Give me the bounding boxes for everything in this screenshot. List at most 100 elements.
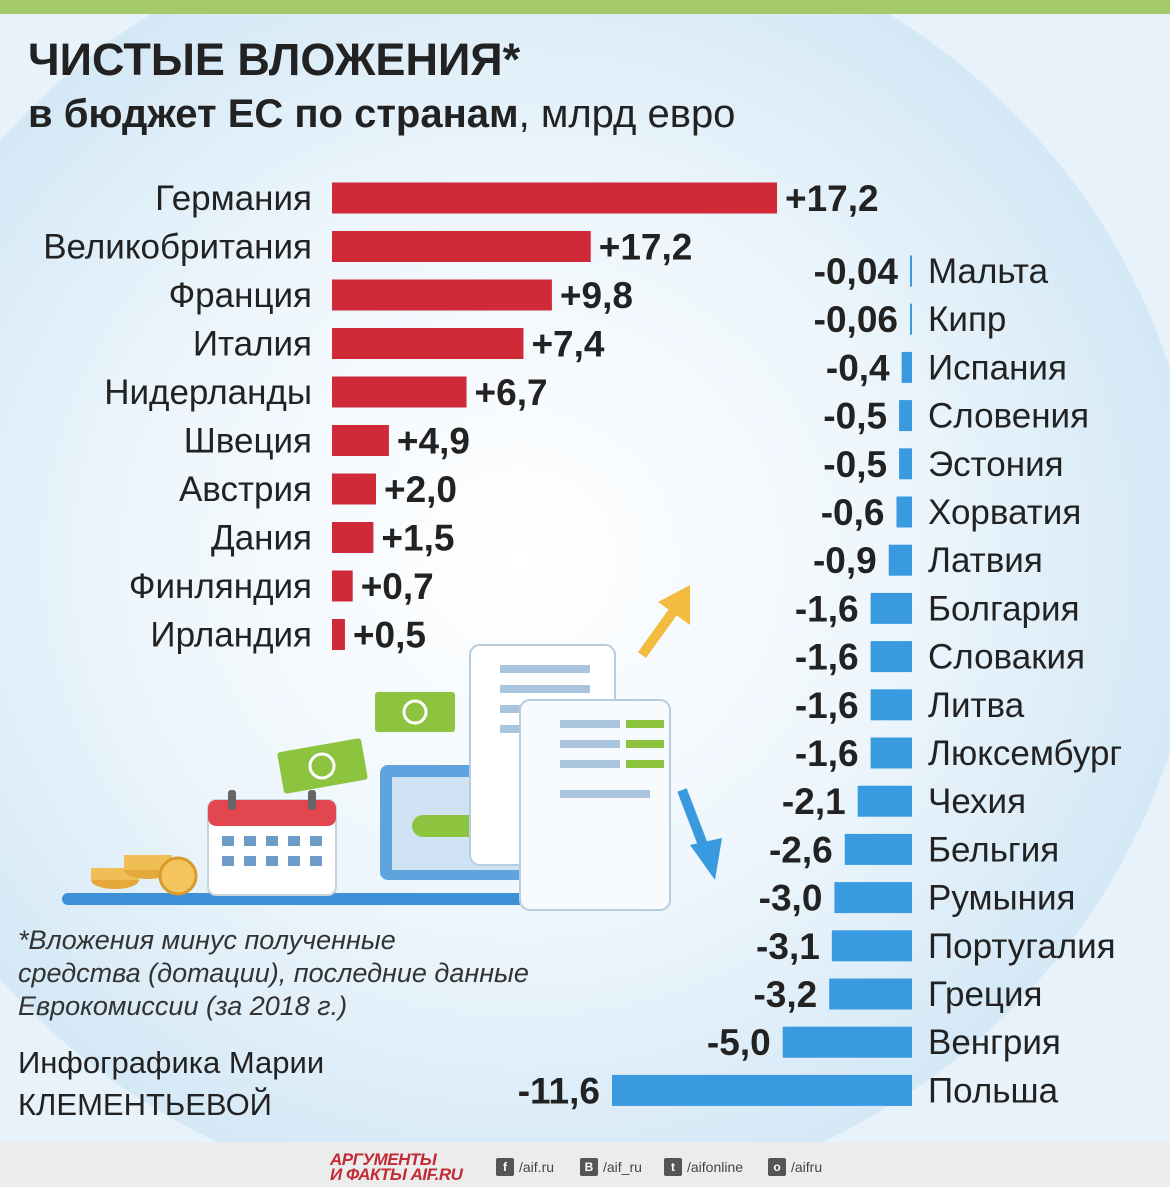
positive-country-label-7: Австрия [179, 470, 312, 509]
footnote: *Вложения минус полученные средства (дот… [18, 924, 658, 1023]
negative-bar-1 [910, 255, 912, 287]
arrow-up-icon [637, 585, 690, 658]
social-facebook[interactable]: f/aif.ru [496, 1158, 554, 1176]
negative-value-label-7: -0,9 [813, 540, 877, 581]
negative-bar-17 [782, 1026, 912, 1058]
social-vk-text: /aif_ru [603, 1159, 642, 1175]
negative-value-label-10: -1,6 [795, 685, 859, 726]
negative-value-label-3: -0,4 [826, 347, 890, 388]
negative-bar-6 [896, 496, 912, 528]
document-icon [469, 644, 671, 911]
negative-bar-5 [899, 448, 912, 480]
negative-country-label-14: Румыния [928, 879, 1076, 918]
negative-bar-15 [831, 930, 912, 962]
positive-value-label-4: +7,4 [531, 324, 604, 365]
positive-country-label-9: Финляндия [129, 567, 312, 606]
negative-country-label-13: Бельгия [928, 830, 1059, 869]
negative-country-label-17: Венгрия [928, 1023, 1061, 1062]
positive-bar-4 [332, 328, 524, 359]
negative-bar-18 [612, 1074, 912, 1106]
negative-bar-14 [834, 882, 912, 914]
footnote-line1: *Вложения минус полученные [18, 925, 396, 955]
negative-bar-16 [829, 978, 912, 1010]
positive-bar-5 [332, 376, 467, 408]
negative-country-label-2: Кипр [928, 300, 1006, 339]
footnote-line2: средства (дотации), последние данные [18, 958, 529, 988]
negative-bar-13 [844, 833, 912, 865]
negative-country-label-16: Греция [928, 975, 1042, 1014]
negative-bar-4 [899, 400, 912, 432]
negative-value-label-16: -3,2 [753, 974, 817, 1015]
negative-bar-3 [901, 351, 912, 383]
negative-value-label-17: -5,0 [707, 1022, 771, 1063]
negative-country-label-1: Мальта [928, 252, 1049, 291]
aif-logo[interactable]: АРГУМЕНТЫ И ФАКТЫ AIF.RU [330, 1150, 463, 1184]
positive-bar-9 [332, 570, 353, 602]
negative-country-label-11: Люксембург [928, 734, 1122, 773]
chart-title: ЧИСТЫЕ ВЛОЖЕНИЯ* [28, 34, 521, 85]
negative-country-label-15: Португалия [928, 927, 1116, 966]
author-line2: КЛЕМЕНТЬЕВОЙ [18, 1087, 272, 1122]
negative-value-label-14: -3,0 [759, 878, 823, 919]
positive-value-label-10: +0,5 [353, 615, 426, 656]
twitter-icon: t [664, 1158, 682, 1176]
top-accent-bar [0, 0, 1170, 14]
negative-value-label-9: -1,6 [795, 637, 859, 678]
positive-value-label-7: +2,0 [384, 469, 457, 510]
odnoklassniki-icon: о [768, 1158, 786, 1176]
arrow-down-icon [677, 788, 722, 880]
negative-value-label-13: -2,6 [769, 829, 833, 870]
negative-country-label-10: Литва [928, 686, 1025, 725]
negative-country-label-12: Чехия [928, 782, 1026, 821]
negative-value-label-15: -3,1 [756, 926, 820, 967]
negative-bar-9 [870, 641, 912, 673]
social-vk[interactable]: В/aif_ru [580, 1158, 642, 1176]
logo-line1: АРГУМЕНТЫ [330, 1150, 437, 1169]
negative-value-label-18: -11,6 [518, 1070, 600, 1111]
positive-value-label-3: +9,8 [560, 275, 633, 316]
chart-subtitle: в бюджет ЕС по странам, млрд евро [28, 92, 735, 137]
author-credit: Инфографика Марии КЛЕМЕНТЬЕВОЙ [18, 1042, 324, 1126]
social-twitter-text: /aifonline [687, 1159, 744, 1175]
vk-icon: В [580, 1158, 598, 1176]
positive-value-label-2: +17,2 [599, 227, 693, 268]
positive-country-label-4: Италия [193, 325, 312, 364]
negative-country-label-4: Словения [928, 397, 1089, 436]
positive-value-label-6: +4,9 [397, 421, 470, 462]
negative-country-label-7: Латвия [928, 541, 1043, 580]
negative-value-label-12: -2,1 [782, 781, 846, 822]
negative-value-label-2: -0,06 [814, 299, 898, 340]
positive-country-label-1: Германия [155, 179, 312, 218]
calendar-icon [207, 790, 337, 896]
negative-bar-12 [857, 785, 912, 817]
positive-country-label-10: Ирландия [150, 616, 312, 655]
positive-bar-8 [332, 522, 374, 553]
positive-value-label-1: +17,2 [785, 178, 879, 219]
negative-country-label-18: Польша [928, 1071, 1059, 1110]
social-twitter[interactable]: t/aifonline [664, 1158, 743, 1176]
negative-country-label-5: Эстония [928, 445, 1064, 484]
banknote-icon [277, 692, 455, 794]
negative-value-label-1: -0,04 [814, 251, 899, 292]
positive-bar-7 [332, 473, 376, 505]
negative-bar-7 [888, 544, 912, 576]
social-odnoklassniki-text: /aifru [791, 1159, 823, 1175]
positive-country-label-5: Нидерланды [104, 373, 312, 412]
negative-value-label-11: -1,6 [795, 733, 859, 774]
negative-value-label-4: -0,5 [823, 396, 887, 437]
negative-value-label-5: -0,5 [823, 444, 887, 485]
negative-bar-10 [870, 689, 912, 721]
positive-bar-1 [332, 182, 777, 214]
negative-country-label-6: Хорватия [928, 493, 1081, 532]
negative-value-label-6: -0,6 [821, 492, 885, 533]
positive-value-label-8: +1,5 [381, 518, 454, 559]
author-line1: Инфографика Марии [18, 1045, 325, 1080]
social-facebook-text: /aif.ru [519, 1159, 555, 1175]
logo-line2: И ФАКТЫ AIF.RU [330, 1165, 463, 1184]
social-odnoklassniki[interactable]: о/aifru [768, 1158, 822, 1176]
negative-country-label-3: Испания [928, 348, 1067, 387]
negative-bar-2 [910, 303, 912, 335]
footnote-line3: Еврокомиссии (за 2018 г.) [18, 991, 348, 1021]
